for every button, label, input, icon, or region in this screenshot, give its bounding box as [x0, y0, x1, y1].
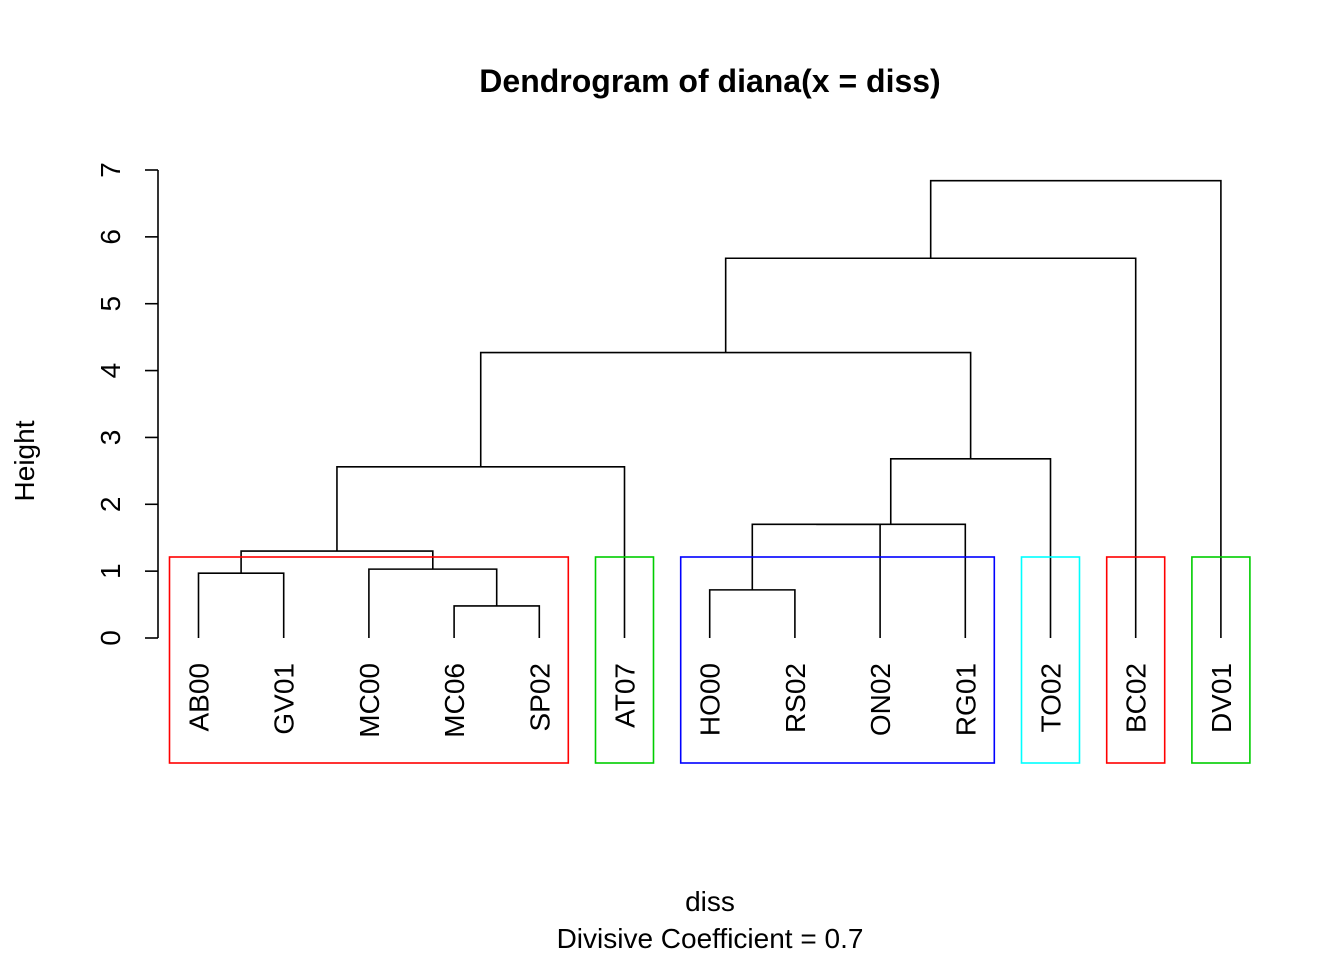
- x-axis-label: diss: [685, 886, 735, 917]
- leaf-label-ho00: HO00: [695, 663, 726, 736]
- leaf-label-rg01: RG01: [950, 663, 981, 736]
- branch-m9: [889, 458, 1052, 638]
- chart-title: Dendrogram of diana(x = diss): [479, 63, 940, 99]
- branch-m10: [479, 351, 972, 467]
- cluster-box-1: [168, 556, 570, 764]
- branch-m11: [724, 257, 1137, 638]
- cluster-box-5: [1105, 556, 1166, 764]
- y-tick-label: 5: [95, 296, 126, 312]
- leaf-label-rs02: RS02: [780, 663, 811, 733]
- leaf-label-gv01: GV01: [269, 663, 300, 735]
- branch-m6: [751, 523, 881, 638]
- branch-m2: [708, 589, 796, 638]
- cluster-box-6: [1191, 556, 1251, 764]
- y-tick-label: 7: [95, 162, 126, 178]
- leaf-label-dv01: DV01: [1206, 663, 1237, 733]
- branch-m4: [368, 568, 498, 638]
- branch-m12: [929, 179, 1222, 638]
- leaf-label-ab00: AB00: [184, 663, 215, 732]
- leaf-label-to02: TO02: [1036, 663, 1067, 733]
- branch-m8: [336, 466, 626, 638]
- branch-m7: [816, 523, 967, 638]
- branch-m1: [453, 605, 541, 638]
- y-axis: 0 1 2 3 4 5 6 7: [95, 162, 159, 646]
- leaf-label-mc06: MC06: [439, 663, 470, 738]
- y-tick-label: 6: [95, 229, 126, 245]
- y-tick-label: 2: [95, 496, 126, 512]
- leaf-label-at07: AT07: [610, 663, 641, 728]
- cluster-box-2: [594, 556, 655, 764]
- y-tick-label: 4: [95, 363, 126, 379]
- leaf-label-on02: ON02: [865, 663, 896, 736]
- y-tick-label: 3: [95, 430, 126, 446]
- dendrogram-branches: [197, 179, 1222, 638]
- leaf-label-mc00: MC00: [354, 663, 385, 738]
- divisive-coefficient-label: Divisive Coefficient = 0.7: [557, 923, 864, 954]
- cluster-box-4: [1020, 556, 1081, 764]
- leaf-label-sp02: SP02: [524, 663, 555, 732]
- y-tick-label: 0: [95, 630, 126, 646]
- y-axis-label: Height: [9, 420, 40, 501]
- y-tick-label: 1: [95, 563, 126, 579]
- leaf-labels: AB00 GV01 MC00 MC06 SP02 AT07 HO00 RS02 ON02 RG01…: [184, 663, 1237, 738]
- leaf-label-bc02: BC02: [1121, 663, 1152, 733]
- cluster-box-3: [679, 556, 996, 764]
- branch-m5: [240, 550, 434, 574]
- branch-m3: [197, 572, 285, 638]
- cluster-rectangles: [168, 556, 1251, 764]
